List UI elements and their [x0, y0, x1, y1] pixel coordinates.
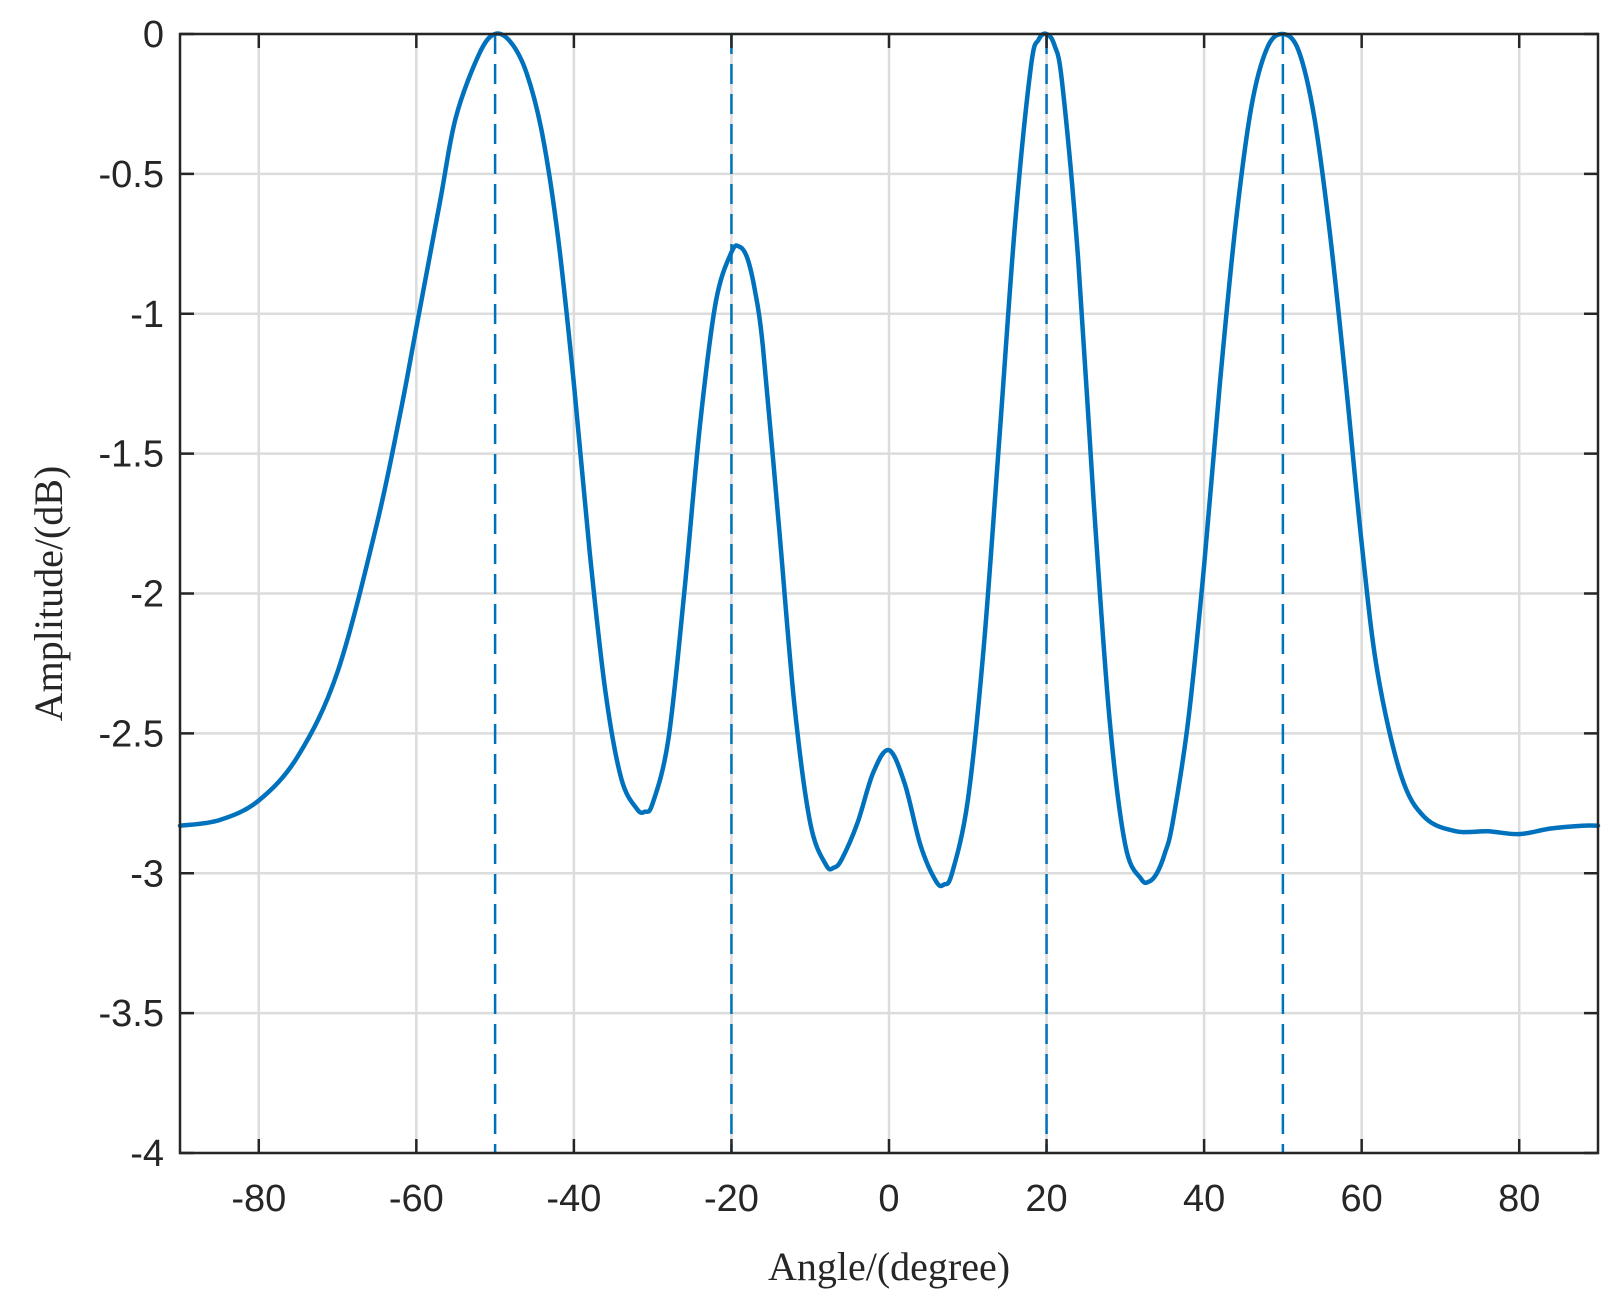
- x-tick-label: -60: [389, 1178, 444, 1220]
- y-tick-label: -1.5: [99, 434, 164, 476]
- y-tick-label: -3.5: [99, 993, 164, 1035]
- tick-labels: -80 -60 -40 -20 0 20 40 60 80 0 -0.5 -1 -1.5 -2 -2.5 -3…: [99, 14, 1541, 1220]
- x-tick-label: 20: [1025, 1178, 1067, 1220]
- x-tick-label: -80: [231, 1178, 286, 1220]
- y-tick-label: -2.5: [99, 713, 164, 755]
- y-axis-title: Amplitude/(dB): [26, 466, 71, 722]
- x-tick-label: 0: [878, 1178, 899, 1220]
- series-layer: [177, 31, 1601, 889]
- tick-marks: [180, 32, 1598, 1155]
- y-tick-label: -1: [130, 294, 164, 336]
- y-tick-label: -2: [130, 574, 164, 616]
- amplitude-series-line: [177, 31, 1601, 889]
- y-tick-label: -0.5: [99, 154, 164, 196]
- y-tick-label: -3: [130, 853, 164, 895]
- x-tick-label: -40: [546, 1178, 601, 1220]
- grid-lines: [180, 32, 1598, 1155]
- reference-lines: [493, 34, 1285, 1153]
- x-tick-label: 80: [1498, 1178, 1540, 1220]
- x-axis-title: Angle/(degree): [768, 1244, 1010, 1289]
- x-tick-label: 40: [1183, 1178, 1225, 1220]
- x-tick-label: 60: [1341, 1178, 1383, 1220]
- y-tick-label: -4: [130, 1133, 164, 1175]
- x-tick-label: -20: [704, 1178, 759, 1220]
- y-tick-label: 0: [143, 14, 164, 56]
